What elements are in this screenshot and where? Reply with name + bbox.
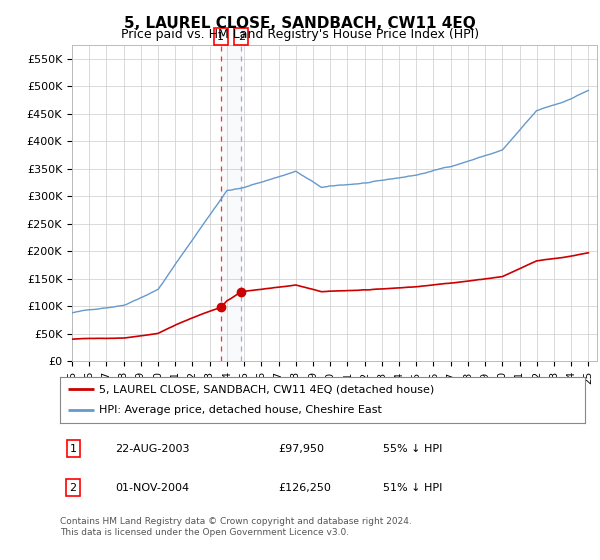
Text: 5, LAUREL CLOSE, SANDBACH, CW11 4EQ: 5, LAUREL CLOSE, SANDBACH, CW11 4EQ xyxy=(124,16,476,31)
Text: Contains HM Land Registry data © Crown copyright and database right 2024.
This d: Contains HM Land Registry data © Crown c… xyxy=(60,517,412,537)
Bar xyxy=(221,45,241,361)
Text: 5, LAUREL CLOSE, SANDBACH, CW11 4EQ (detached house): 5, LAUREL CLOSE, SANDBACH, CW11 4EQ (det… xyxy=(100,384,434,394)
Text: 2: 2 xyxy=(238,31,245,41)
Text: 01-NOV-2004: 01-NOV-2004 xyxy=(115,483,189,493)
Text: £97,950: £97,950 xyxy=(278,444,324,454)
Text: £126,250: £126,250 xyxy=(278,483,331,493)
Text: HPI: Average price, detached house, Cheshire East: HPI: Average price, detached house, Ches… xyxy=(100,405,382,416)
Text: 1: 1 xyxy=(70,444,77,454)
Text: Price paid vs. HM Land Registry's House Price Index (HPI): Price paid vs. HM Land Registry's House … xyxy=(121,28,479,41)
Text: 2: 2 xyxy=(70,483,77,493)
Text: 22-AUG-2003: 22-AUG-2003 xyxy=(115,444,190,454)
Text: 1: 1 xyxy=(217,31,224,41)
Text: 51% ↓ HPI: 51% ↓ HPI xyxy=(383,483,442,493)
Text: 55% ↓ HPI: 55% ↓ HPI xyxy=(383,444,442,454)
